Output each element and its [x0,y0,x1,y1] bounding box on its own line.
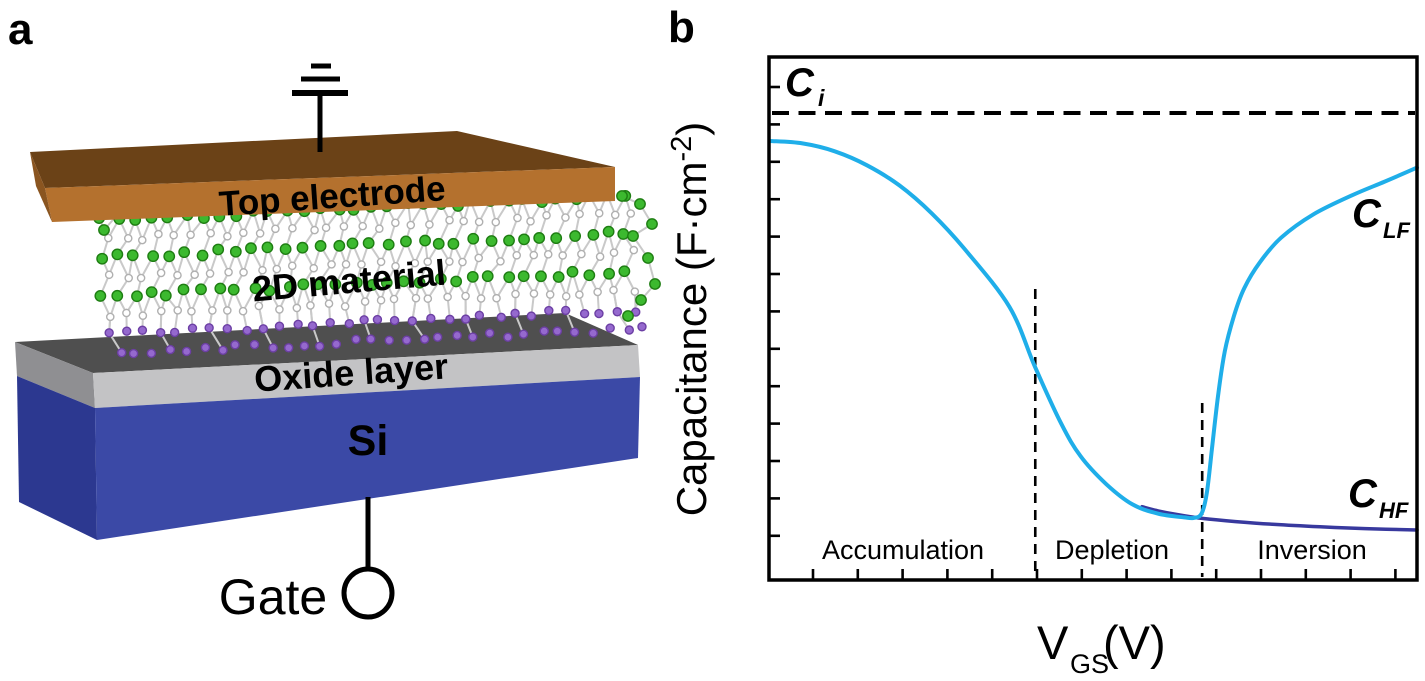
curve-c_hf [1140,504,1419,532]
clf-label-subscript: LF [1383,218,1410,243]
curve-c_lf [768,139,1419,521]
electrode-top-face [30,131,615,188]
gate-label: Gate [219,569,327,625]
si-label: Si [348,417,389,465]
chf-label-base: C [1348,472,1378,516]
x-axis-label-unit: (V) [1103,616,1166,669]
top-electrode-slab [30,131,615,222]
ground-symbol-icon [292,63,348,152]
electrode-left-face [30,152,52,222]
si-left-face [17,376,97,540]
ci-annotation: C i [785,61,825,111]
region-label-depletion: Depletion [1055,535,1169,565]
gate-circle-icon [341,566,395,620]
substrate-stack [15,313,640,540]
y-axis-label-main: Capacitance (F·cm [668,162,715,517]
region-label-accumulation: Accumulation [822,535,984,565]
chf-label-subscript: HF [1379,498,1409,523]
si-front-face [95,377,640,540]
oxide-front-face [93,345,640,408]
panel-a-letter: a [8,5,33,54]
electrode-front-face [45,167,615,222]
ci-label-base: C [785,61,815,105]
clf-label-base: C [1352,192,1382,236]
region-label-inversion: Inversion [1257,535,1367,565]
panel-a-device-schematic: a Top electrode 2D material Oxide layer … [8,5,661,625]
x-axis-label: V GS (V) [1037,616,1166,679]
y-axis-label: Capacitance (F·cm-2) [666,122,715,517]
x-axis-label-subscript: GS [1070,649,1109,679]
gate-terminal [341,497,395,620]
clf-annotation: C LF [1352,192,1410,243]
plot-curves-layer [768,111,1419,577]
y-axis-label-superscript: -2 [666,136,698,162]
chf-annotation: C HF [1348,472,1409,523]
y-axis-label-close: ) [668,122,715,136]
oxide-top-face [15,313,638,373]
x-axis-label-base: V [1037,616,1069,669]
ci-label-subscript: i [818,85,825,111]
plot-frame [767,55,1419,582]
oxide-left-face [15,342,95,408]
panel-b-letter: b [668,3,695,52]
axis-ticks-layer [770,85,1397,580]
panel-b-cv-plot: b Capacitance (F·cm-2) V GS (V) C i C LF… [666,3,1419,679]
